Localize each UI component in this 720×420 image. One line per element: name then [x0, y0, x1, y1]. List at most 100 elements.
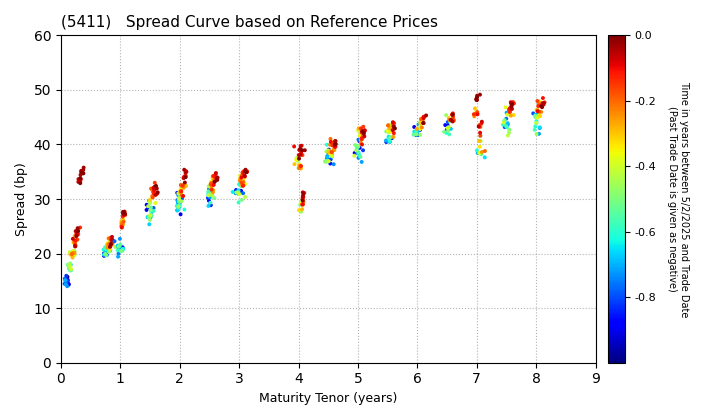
Point [72, 225, 84, 231]
Point [474, 132, 486, 139]
Point [385, 123, 397, 130]
Point [297, 195, 308, 202]
Point [328, 146, 340, 152]
Point [209, 178, 220, 185]
Point [293, 165, 305, 171]
Point [408, 129, 420, 135]
Point [323, 150, 334, 156]
Point [62, 276, 73, 283]
Point [329, 144, 341, 150]
Point [227, 189, 238, 195]
Point [105, 234, 117, 241]
Point [209, 176, 220, 183]
Point [67, 236, 78, 242]
Point [536, 102, 547, 109]
Point [116, 247, 127, 253]
Point [530, 111, 541, 118]
Point [117, 219, 129, 226]
Point [472, 97, 483, 103]
Point [240, 194, 251, 200]
Point [204, 200, 216, 206]
Point [410, 131, 422, 138]
Point [70, 237, 81, 244]
Point [148, 190, 160, 197]
Point [107, 238, 118, 245]
Point [212, 176, 223, 183]
Point [235, 187, 247, 194]
Point [210, 176, 221, 183]
Point [507, 100, 518, 107]
Point [68, 250, 79, 257]
Point [325, 156, 336, 163]
Point [386, 121, 397, 128]
Point [205, 202, 217, 209]
Point [240, 168, 251, 174]
Point [320, 158, 332, 165]
Point [60, 281, 71, 288]
Point [101, 247, 112, 254]
Point [76, 168, 87, 174]
Point [439, 122, 451, 129]
Point [207, 187, 219, 194]
Point [71, 229, 83, 236]
Point [355, 130, 366, 136]
Point [233, 190, 244, 197]
Point [175, 185, 186, 192]
Point [149, 179, 161, 186]
Point [441, 126, 453, 133]
Point [329, 142, 341, 149]
Point [442, 124, 454, 131]
Point [240, 166, 251, 173]
Point [356, 141, 368, 148]
Point [209, 195, 220, 202]
Point [117, 218, 128, 224]
Point [297, 201, 308, 208]
Point [212, 174, 223, 181]
Point [325, 150, 336, 157]
Point [473, 123, 485, 130]
Point [474, 91, 486, 98]
Point [202, 188, 214, 194]
Point [112, 247, 124, 254]
Point [348, 152, 360, 159]
Point [531, 107, 543, 113]
Point [180, 172, 192, 179]
Point [117, 211, 129, 218]
Point [204, 194, 216, 201]
Point [500, 123, 512, 129]
Point [176, 192, 188, 199]
Point [498, 119, 510, 126]
Point [106, 241, 117, 248]
Point [209, 178, 220, 185]
Point [63, 261, 75, 268]
Point [234, 175, 246, 182]
Point [352, 144, 364, 151]
Point [107, 234, 118, 240]
Point [416, 124, 428, 131]
Point [411, 131, 423, 138]
Point [104, 248, 115, 255]
Point [383, 136, 395, 142]
Point [508, 100, 520, 107]
Point [506, 105, 518, 112]
Point [446, 117, 457, 124]
Point [69, 239, 81, 246]
Point [354, 132, 366, 139]
Point [416, 115, 428, 122]
Point [206, 182, 217, 189]
Point [171, 202, 183, 209]
Point [415, 131, 426, 138]
Point [61, 278, 73, 285]
Point [68, 239, 80, 245]
Point [78, 164, 89, 171]
Point [235, 183, 246, 189]
Point [528, 110, 539, 117]
Point [472, 150, 483, 156]
Point [70, 242, 81, 249]
Point [531, 120, 542, 126]
Point [443, 127, 454, 134]
Point [114, 241, 126, 248]
Point [67, 254, 78, 261]
Point [539, 99, 550, 106]
Point [294, 152, 306, 158]
